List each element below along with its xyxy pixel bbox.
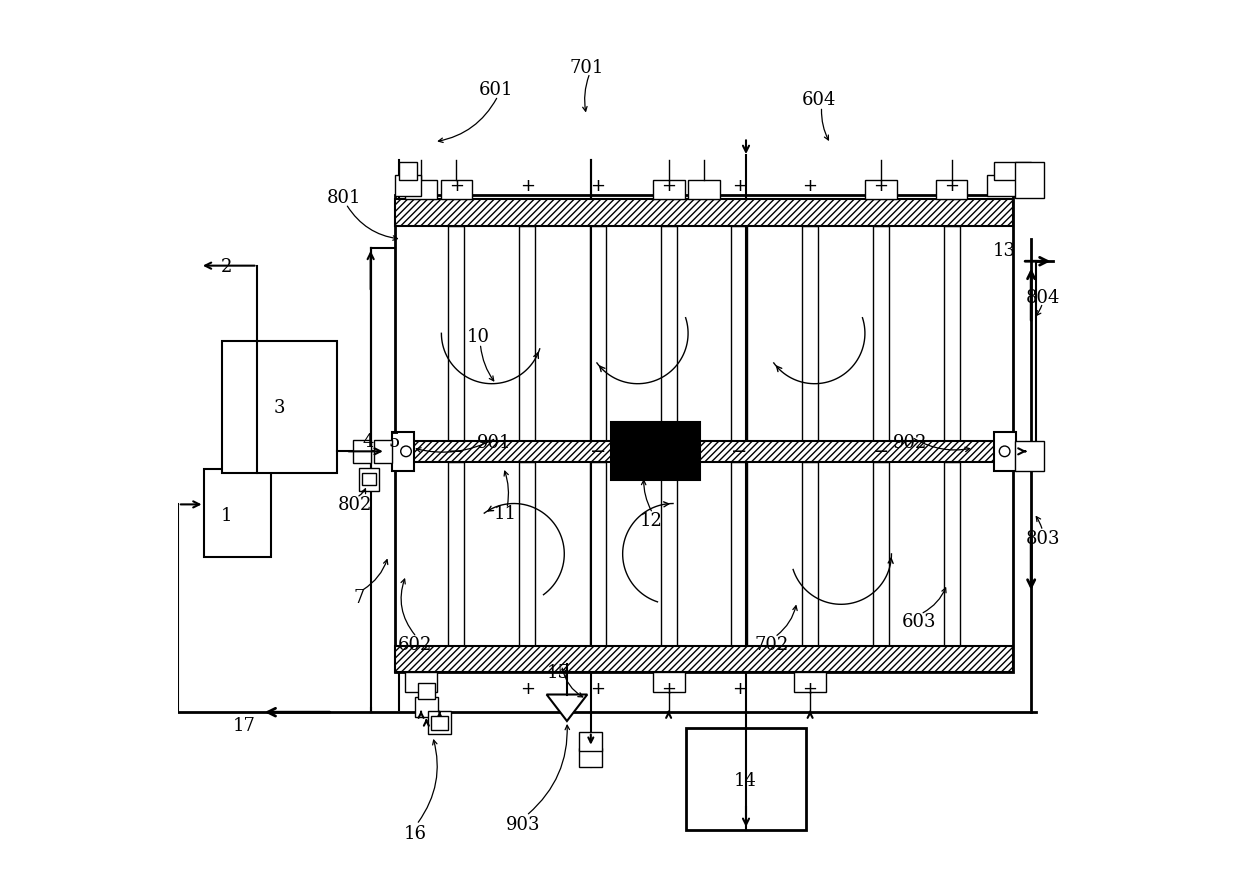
Bar: [590, 227, 606, 441]
Text: 903: 903: [506, 816, 539, 834]
Bar: [732, 462, 748, 646]
Bar: [405, 181, 436, 200]
Bar: [394, 175, 422, 197]
Text: +: +: [590, 177, 605, 195]
Text: 802: 802: [337, 496, 372, 514]
Bar: [430, 716, 448, 730]
Text: +: +: [802, 177, 817, 195]
Text: 3: 3: [274, 399, 285, 416]
Text: 11: 11: [494, 505, 517, 523]
Polygon shape: [547, 695, 588, 721]
Text: 801: 801: [327, 189, 361, 206]
Bar: [688, 181, 720, 200]
Text: 604: 604: [802, 91, 836, 109]
Bar: [394, 196, 1013, 672]
Text: 701: 701: [569, 58, 604, 76]
Bar: [415, 697, 438, 717]
Bar: [652, 181, 684, 200]
Text: +: +: [732, 177, 746, 195]
Bar: [418, 683, 435, 699]
Bar: [428, 711, 451, 734]
Bar: [866, 181, 897, 200]
Text: 10: 10: [467, 328, 490, 346]
Bar: [1016, 163, 1044, 198]
Text: 603: 603: [901, 612, 936, 631]
Text: −: −: [448, 441, 465, 461]
Text: +: +: [590, 680, 605, 697]
Bar: [873, 227, 889, 441]
Text: +: +: [661, 680, 676, 697]
Bar: [994, 163, 1032, 181]
Text: 15: 15: [547, 664, 569, 681]
Text: −: −: [732, 441, 748, 461]
Text: −: −: [873, 441, 889, 461]
Bar: [449, 462, 464, 646]
Bar: [936, 181, 967, 200]
Bar: [873, 462, 889, 646]
Bar: [394, 646, 1013, 672]
Bar: [802, 462, 818, 646]
Text: +: +: [520, 680, 534, 697]
Text: 601: 601: [479, 81, 513, 98]
Bar: [362, 473, 376, 486]
Text: 5: 5: [389, 432, 401, 450]
Bar: [590, 462, 606, 646]
Bar: [397, 441, 1011, 462]
Bar: [987, 175, 1040, 197]
Text: 4: 4: [362, 432, 373, 450]
Bar: [520, 227, 536, 441]
Bar: [1016, 441, 1044, 471]
Bar: [440, 181, 472, 200]
Text: +: +: [873, 177, 888, 195]
Text: 13: 13: [993, 242, 1016, 260]
Text: 7: 7: [353, 588, 365, 607]
Bar: [374, 440, 392, 463]
Bar: [222, 341, 337, 474]
Bar: [399, 163, 417, 181]
Bar: [353, 440, 371, 463]
Bar: [661, 462, 677, 646]
Text: +: +: [449, 177, 464, 195]
Bar: [360, 469, 378, 492]
Bar: [394, 200, 1013, 227]
Bar: [794, 672, 826, 692]
Bar: [392, 432, 414, 471]
Bar: [579, 732, 603, 751]
Text: 901: 901: [477, 434, 512, 452]
Bar: [686, 728, 806, 830]
Text: −: −: [590, 441, 606, 461]
Text: +: +: [944, 177, 959, 195]
Bar: [611, 423, 699, 480]
Bar: [944, 462, 960, 646]
Text: +: +: [732, 680, 746, 697]
Bar: [405, 672, 436, 692]
Bar: [994, 432, 1016, 471]
Text: 804: 804: [1025, 288, 1060, 307]
Text: 702: 702: [755, 635, 789, 653]
Bar: [661, 227, 677, 441]
Text: +: +: [661, 177, 676, 195]
Text: 2: 2: [221, 257, 232, 276]
Text: 12: 12: [640, 512, 662, 530]
Text: 14: 14: [734, 772, 756, 789]
Text: 17: 17: [233, 717, 255, 734]
Text: 602: 602: [398, 635, 432, 653]
Text: +: +: [520, 177, 534, 195]
Bar: [652, 672, 684, 692]
Text: 902: 902: [893, 434, 928, 452]
Bar: [205, 470, 270, 558]
Text: 803: 803: [1025, 530, 1060, 548]
Text: +: +: [802, 680, 817, 697]
Bar: [449, 227, 464, 441]
Text: 16: 16: [403, 824, 427, 843]
Bar: [579, 748, 603, 767]
Bar: [802, 227, 818, 441]
Bar: [732, 227, 748, 441]
Text: 1: 1: [221, 507, 232, 525]
Bar: [944, 227, 960, 441]
Bar: [520, 462, 536, 646]
